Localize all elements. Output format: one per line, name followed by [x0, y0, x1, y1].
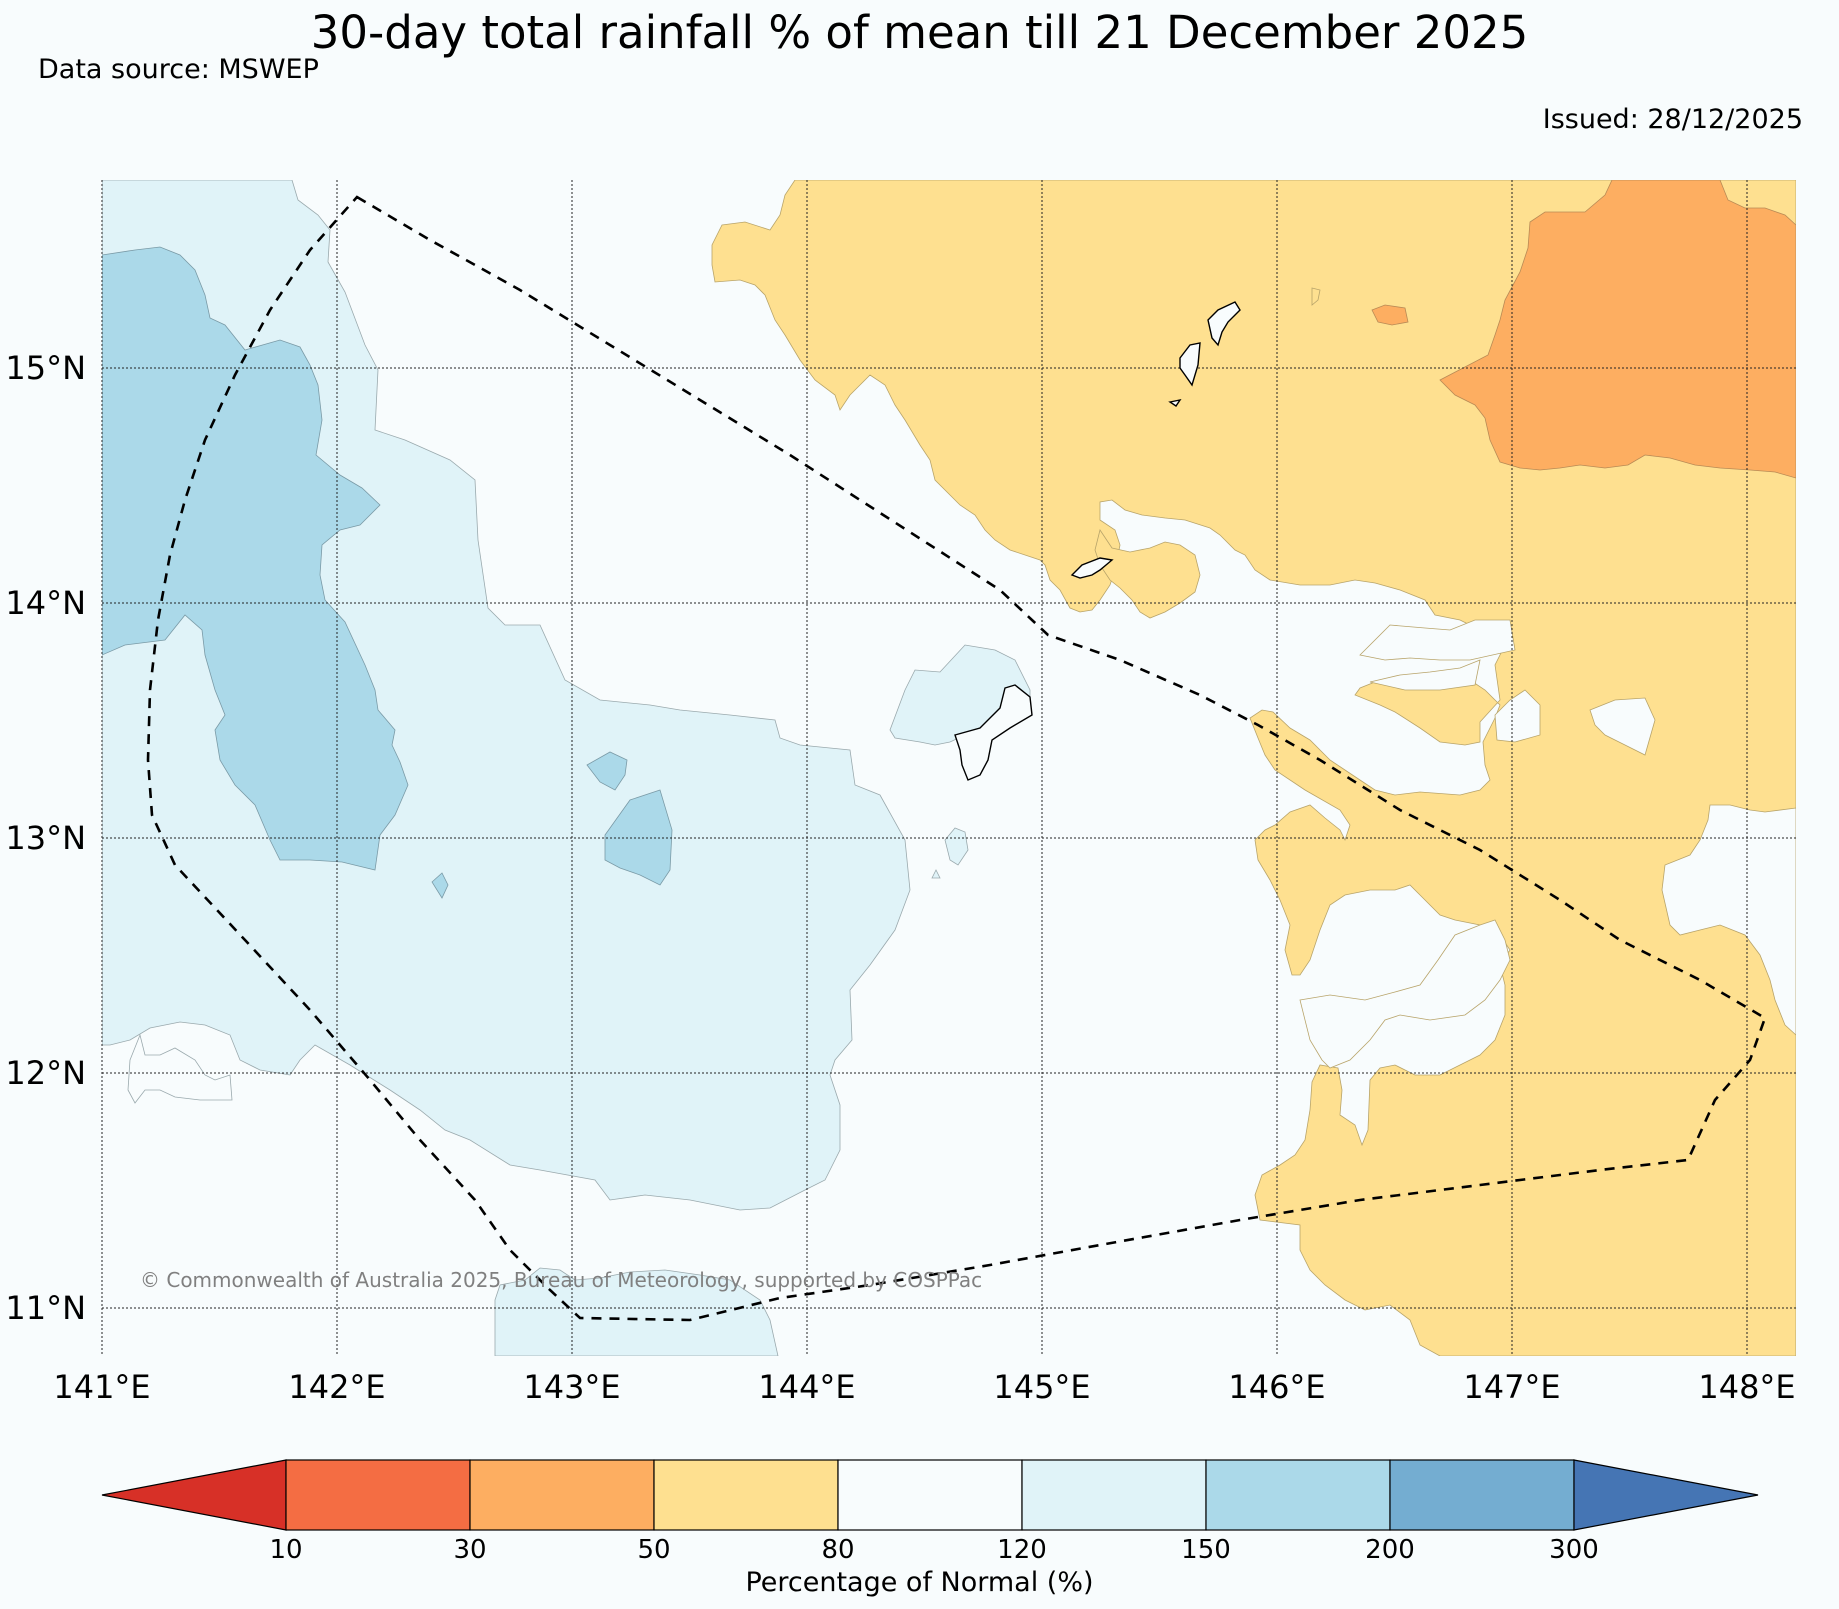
colorbar-extend-high [1573, 1459, 1759, 1531]
lon-label-141e: 141°E [53, 1368, 151, 1406]
colorbar-segment-120-150 [1021, 1459, 1207, 1531]
region-80-120-hole-east-6 [1661, 804, 1796, 1036]
colorbar-title: Percentage of Normal (%) [745, 1567, 1094, 1598]
region-150-200-blob-1 [586, 751, 628, 791]
tinian-island [1207, 301, 1241, 347]
lon-label-146e: 146°E [1228, 1368, 1326, 1406]
lat-label-14n: 14°N [5, 584, 86, 622]
lon-label-148e: 148°E [1698, 1368, 1796, 1406]
lon-label-142e: 142°E [288, 1368, 386, 1406]
colorbar-tick-10: 10 [269, 1535, 303, 1565]
region-120-150-islet-2 [931, 869, 941, 879]
region-80-120-hole-east-5 [1589, 697, 1656, 756]
colorbar-segment-50-80 [653, 1459, 839, 1531]
region-80-120-hole-east-1 [1299, 919, 1511, 1069]
region-150-200-blob-3 [431, 872, 449, 899]
lon-label-147e: 147°E [1463, 1368, 1561, 1406]
region-30-50-blob-2 [1311, 287, 1321, 306]
region-120-150-south [494, 1267, 779, 1356]
colorbar-segment-80-120 [837, 1459, 1023, 1531]
aguijan-island [1168, 398, 1182, 407]
lon-label-145e: 145°E [993, 1368, 1091, 1406]
colorbar-segment-10-30 [285, 1459, 471, 1531]
map-plot-area [102, 180, 1796, 1356]
coastlines [954, 301, 1241, 781]
colorbar-tick-50: 50 [637, 1535, 671, 1565]
region-30-50-northeast [1439, 180, 1796, 479]
colorbar-segment-30-50 [469, 1459, 655, 1531]
colorbar-extend-low [101, 1459, 287, 1531]
region-80-120-hole-east-4 [1494, 689, 1541, 743]
map-gridlines [101, 180, 1796, 1356]
colorbar-tick-200: 200 [1365, 1535, 1415, 1565]
region-150-200-west [102, 246, 409, 871]
colorbar-tick-30: 30 [453, 1535, 487, 1565]
rota-island [1070, 557, 1114, 579]
region-30-50-blob-1 [1371, 304, 1409, 326]
lat-label-15n: 15°N [5, 349, 86, 387]
colorbar [101, 1459, 1759, 1531]
region-120-150-islet-1 [944, 827, 969, 866]
region-50-80-north [711, 180, 1796, 1356]
colorbar-segment-200-300 [1389, 1459, 1575, 1531]
region-80-120-hole-west [127, 1033, 233, 1104]
lon-label-144e: 144°E [758, 1368, 856, 1406]
lat-label-12n: 12°N [5, 1054, 86, 1092]
data-source-label: Data source: MSWEP [38, 54, 319, 85]
lat-label-11n: 11°N [5, 1289, 86, 1327]
region-80-120-hole-east-2 [1369, 659, 1481, 691]
guam-island [954, 684, 1033, 781]
colorbar-tick-300: 300 [1549, 1535, 1599, 1565]
saipan-island [1179, 342, 1201, 387]
colorbar-tick-150: 150 [1181, 1535, 1231, 1565]
lon-label-143e: 143°E [523, 1368, 621, 1406]
colorbar-tick-80: 80 [821, 1535, 855, 1565]
eez-boundary [146, 195, 1767, 1322]
region-80-120-hole-east-3 [1359, 619, 1516, 661]
copyright-notice: © Commonwealth of Australia 2025, Bureau… [140, 1268, 983, 1292]
map-title: 30-day total rainfall % of mean till 21 … [310, 6, 1529, 59]
colorbar-tick-120: 120 [997, 1535, 1047, 1565]
lat-label-13n: 13°N [5, 819, 86, 857]
colorbar-segment-150-200 [1205, 1459, 1391, 1531]
issued-date-label: Issued: 28/12/2025 [1542, 104, 1803, 135]
